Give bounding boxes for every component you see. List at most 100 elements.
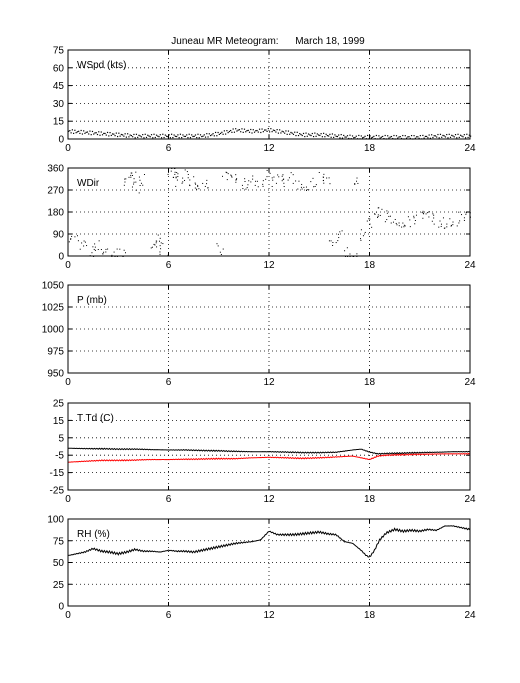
wspd-point <box>154 136 156 139</box>
wspd-point <box>279 129 281 131</box>
wspd-point <box>162 133 164 135</box>
wspd-point <box>75 132 77 134</box>
wspd-point <box>429 137 431 139</box>
wspd-point <box>243 128 246 130</box>
wspd-xtick-label: 0 <box>65 143 71 154</box>
wdir-point <box>138 176 140 178</box>
wspd-point <box>192 135 194 138</box>
wspd-point <box>124 133 126 135</box>
wdir-point <box>332 244 334 246</box>
wspd-point <box>255 130 257 132</box>
wspd-point <box>247 129 249 132</box>
wspd-point <box>184 135 187 138</box>
wdir-point <box>70 238 72 240</box>
temp-panel: 0 6 12 18 24 -25 -15 -5 5 15 25 T Td (C) <box>50 399 476 506</box>
wdir-point <box>413 217 415 219</box>
wspd-point <box>197 133 199 135</box>
wspd-point <box>354 136 356 139</box>
wspd-point <box>431 134 433 136</box>
wdir-xtick-label: 12 <box>263 260 275 271</box>
wspd-point <box>143 137 145 139</box>
wdir-xtick-label: 6 <box>166 260 172 271</box>
wspd-point <box>242 131 244 133</box>
wspd-point <box>266 130 268 132</box>
wspd-point <box>189 137 192 139</box>
wspd-point <box>176 135 178 138</box>
temp-ytick-label: -5 <box>55 451 64 462</box>
wdir-point <box>176 179 178 181</box>
wspd-point <box>122 134 124 136</box>
wdir-point <box>220 254 222 256</box>
wspd-point <box>150 134 153 136</box>
wspd-point <box>402 134 404 137</box>
wdir-point <box>381 208 383 210</box>
wdir-ytick-label: 90 <box>53 230 65 241</box>
wdir-point <box>386 210 388 212</box>
wdir-point <box>423 213 425 215</box>
wspd-point <box>413 135 415 137</box>
wdir-point <box>130 172 132 174</box>
wdir-point <box>439 220 441 222</box>
wdir-point <box>102 253 104 255</box>
wspd-point <box>145 136 148 139</box>
wdir-point <box>282 179 284 181</box>
wspd-point <box>274 129 276 132</box>
wspd-point <box>464 137 467 139</box>
wdir-point <box>235 179 237 181</box>
wdir-point <box>184 169 186 171</box>
wdir-point <box>128 176 130 178</box>
wdir-point <box>142 184 144 186</box>
wdir-point <box>68 241 70 243</box>
wdir-point <box>86 245 88 247</box>
wspd-point <box>330 136 332 138</box>
wdir-point <box>392 221 394 223</box>
wspd-point <box>201 135 203 138</box>
wdir-point <box>431 220 433 222</box>
wdir-point <box>305 186 307 188</box>
wdir-point <box>452 221 454 223</box>
wdir-point <box>252 175 254 177</box>
wspd-xtick-label: 18 <box>364 143 376 154</box>
rh-xtick-label: 6 <box>166 610 172 621</box>
wspd-point <box>388 137 390 139</box>
wspd-point <box>133 133 135 136</box>
wspd-point <box>202 135 204 137</box>
pres-panel: 0 6 12 18 24 950 975 1000 1025 1050 P (mb) <box>42 281 476 389</box>
wdir-point <box>254 184 256 186</box>
wdir-point <box>130 176 132 178</box>
wspd-point <box>196 136 198 139</box>
wdir-point <box>306 189 308 191</box>
wdir-point <box>273 176 275 178</box>
wdir-point <box>463 219 465 221</box>
wspd-ytick-label: 30 <box>53 99 65 110</box>
wspd-point <box>294 131 296 133</box>
wdir-point <box>262 180 264 182</box>
wdir-point <box>219 251 221 253</box>
wspd-point <box>220 132 222 135</box>
pres-panel-label: P (mb) <box>77 295 107 306</box>
wdir-point <box>465 213 467 215</box>
wdir-point <box>217 245 219 247</box>
wdir-point <box>157 234 159 236</box>
pres-xtick-label: 12 <box>263 377 275 388</box>
wdir-point <box>92 246 94 248</box>
wspd-point <box>116 135 119 138</box>
temp-series-1 <box>67 452 471 463</box>
wspd-point <box>168 134 170 136</box>
wdir-point <box>414 223 416 225</box>
temp-ytick-label: 15 <box>53 416 65 427</box>
rh-xtick-label: 0 <box>65 610 71 621</box>
wspd-point <box>323 132 325 134</box>
pres-ytick-label: 975 <box>47 347 64 358</box>
wspd-point <box>84 132 86 134</box>
wdir-point <box>107 248 109 250</box>
wdir-point <box>244 178 246 180</box>
wdir-xtick-label: 0 <box>65 260 71 271</box>
wspd-point <box>89 130 91 132</box>
wdir-point <box>266 169 268 171</box>
wdir-point <box>187 177 189 179</box>
wspd-point <box>212 133 214 135</box>
wdir-point <box>186 171 188 173</box>
wdir-point <box>292 174 294 176</box>
wspd-point <box>149 136 151 138</box>
